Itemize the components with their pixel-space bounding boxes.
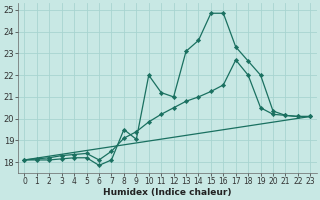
X-axis label: Humidex (Indice chaleur): Humidex (Indice chaleur): [103, 188, 232, 197]
